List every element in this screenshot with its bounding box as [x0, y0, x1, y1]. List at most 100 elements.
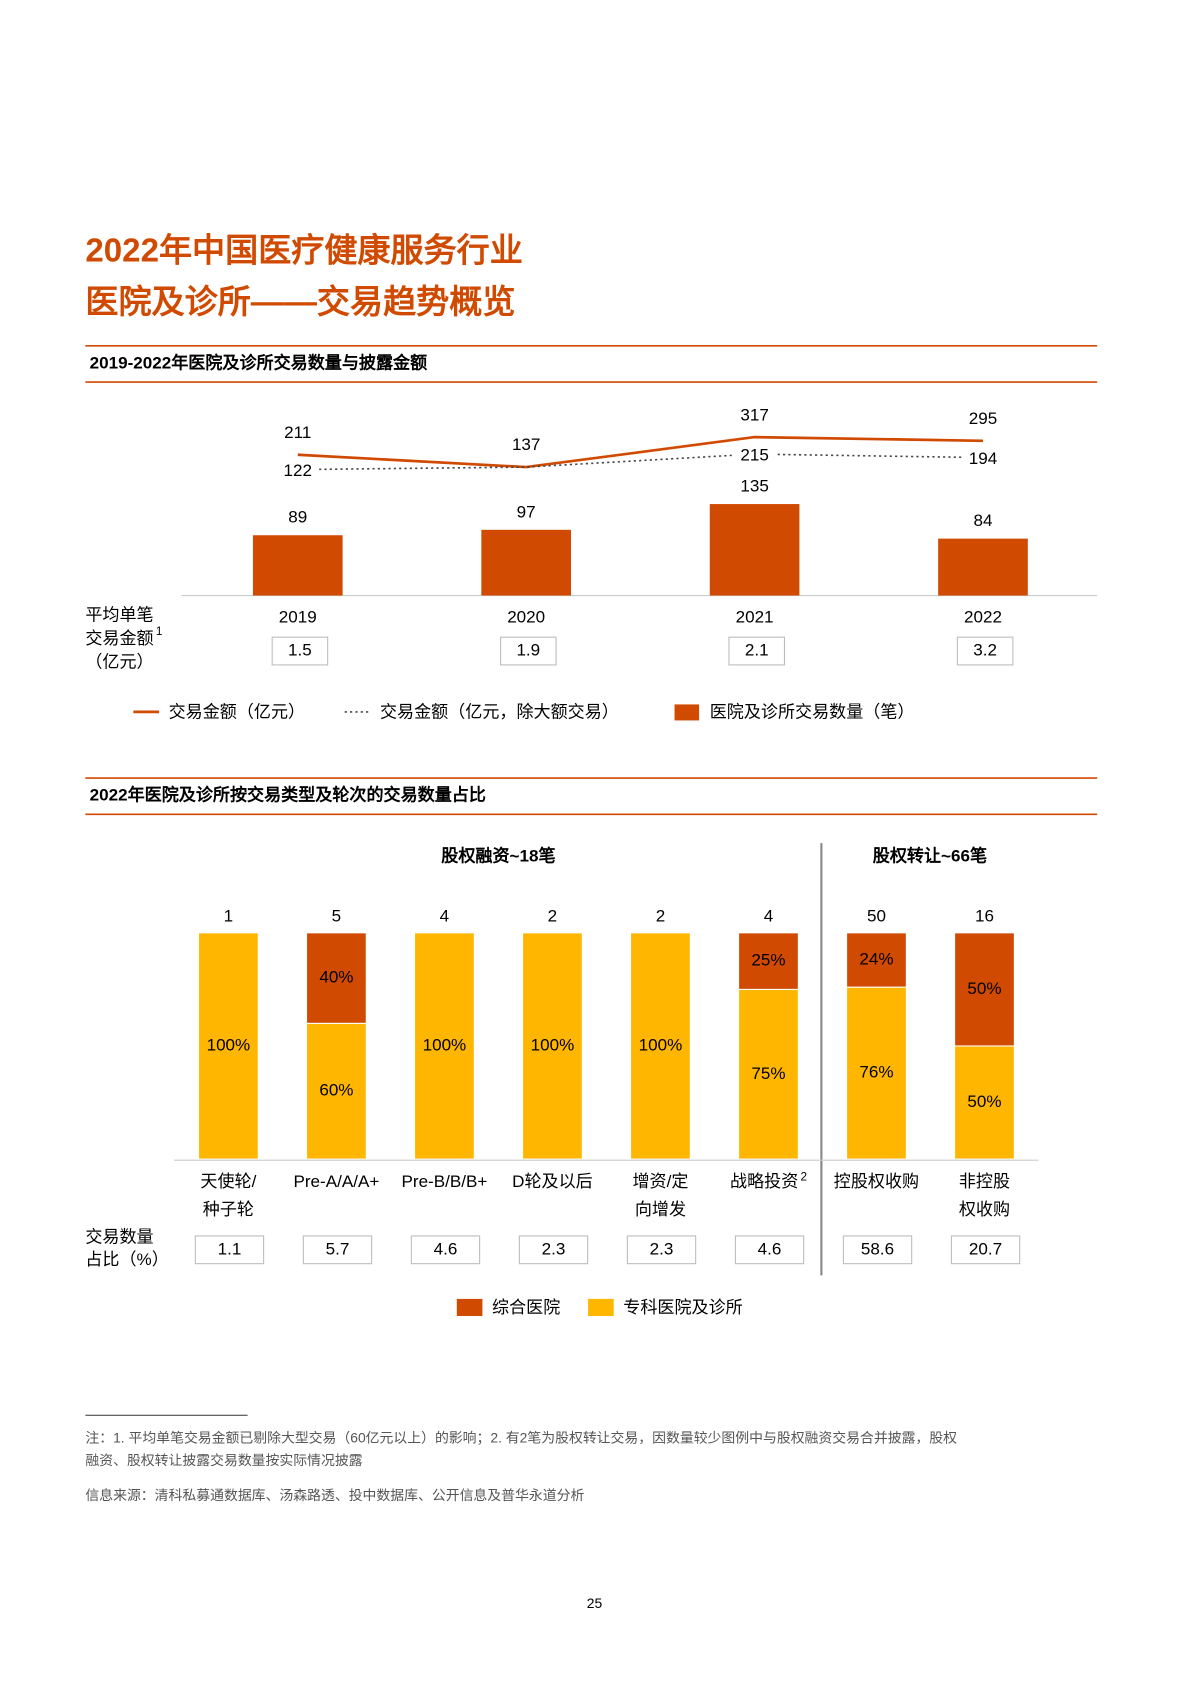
line-label: 137 [512, 435, 540, 454]
segment-label: 100% [207, 1035, 251, 1054]
value-box [950, 1235, 1021, 1265]
value-box [410, 1235, 481, 1265]
legend-swatch [588, 1298, 614, 1316]
legend-label: 交易金额（亿元，除大额交易） [380, 702, 619, 721]
bar-segment [197, 932, 259, 1160]
bar [709, 504, 800, 596]
row-value: 1.1 [218, 1239, 242, 1258]
x-tick-label: 种子轮 [203, 1200, 254, 1219]
chart-title: 2022年医院及诊所按交易类型及轮次的交易数量占比 [90, 785, 486, 805]
row-label: 占比（%） [85, 1250, 168, 1269]
row-label: 平均单笔 [85, 605, 153, 624]
value-box [842, 1235, 913, 1265]
row-value: 1.5 [288, 641, 312, 660]
row-value: 20.7 [969, 1239, 1002, 1258]
bar-label: 97 [517, 502, 536, 521]
x-tick-label: 权收购 [959, 1200, 1010, 1219]
value-box [302, 1235, 373, 1265]
x-tick-label: 战略投资 [730, 1172, 798, 1191]
x-tick-label: Pre-A/A/A+ [293, 1172, 379, 1191]
row-value: 4.6 [758, 1239, 782, 1258]
chart-title: 2019-2022年医院及诊所交易数量与披露金额 [90, 352, 428, 372]
x-tick-label: 2022 [964, 607, 1002, 626]
footnote: 融资、股权转让披露交易数量按实际情况披露 [85, 1452, 362, 1468]
legend-label: 专科医院及诊所 [623, 1298, 742, 1317]
line-series [297, 435, 984, 469]
value-box [734, 1235, 805, 1265]
bar [481, 529, 572, 596]
row-value: 4.6 [434, 1239, 458, 1258]
segment-label: 60% [319, 1081, 353, 1100]
bar-label: 135 [740, 476, 768, 495]
x-tick-label: 2019 [279, 607, 317, 626]
title-line: 2022年中国医疗健康服务行业 [85, 232, 522, 270]
segment-label: 75% [751, 1064, 785, 1083]
bar-segment [522, 932, 583, 1160]
segment-label: 24% [859, 949, 893, 968]
legend-swatch [456, 1298, 483, 1316]
legend-swatch [674, 704, 700, 721]
bar [938, 538, 1028, 596]
group-label: 股权转让~66笔 [873, 846, 987, 866]
value-box [956, 636, 1014, 666]
bar-segment [846, 986, 907, 1160]
value-box [728, 636, 785, 666]
total-label: 2 [548, 906, 558, 925]
bar-segment [305, 932, 367, 1024]
page-number: 25 [587, 1595, 603, 1611]
bar [252, 535, 343, 596]
line-label: 194 [969, 449, 997, 468]
line-series [297, 453, 983, 471]
bar-segment [305, 1022, 367, 1160]
segment-label: 100% [531, 1035, 575, 1054]
footnote: 注：1. 平均单笔交易金额已剔除大型交易（60亿元以上）的影响；2. 有2笔为股… [85, 1429, 957, 1446]
bar-label: 84 [973, 511, 992, 530]
x-tick-label: Pre-B/B/B+ [402, 1172, 488, 1191]
legend-label: 交易金额（亿元） [169, 702, 306, 721]
total-label: 16 [975, 906, 994, 925]
row-label: （亿元） [85, 652, 153, 671]
value-box [194, 1235, 265, 1265]
line-label: 211 [284, 423, 311, 442]
row-value: 2.1 [745, 641, 769, 660]
source: 信息来源：清科私募通数据库、汤森路透、投中数据库、公开信息及普华永道分析 [85, 1487, 584, 1503]
total-label: 1 [224, 906, 234, 925]
line-label: 122 [284, 461, 312, 480]
total-label: 4 [764, 906, 774, 925]
value-box [271, 636, 329, 666]
total-label: 5 [332, 906, 342, 925]
x-tick-label: 向增发 [635, 1200, 686, 1219]
row-label-sup: 1 [156, 625, 163, 638]
bar-segment [846, 932, 907, 988]
bar-segment [414, 932, 475, 1160]
segment-label: 40% [319, 968, 353, 987]
bar-label: 89 [288, 508, 307, 527]
total-label: 50 [867, 906, 886, 925]
x-tick-label: 天使轮/ [200, 1171, 256, 1191]
x-tick-label: 2020 [507, 607, 545, 626]
x-tick-label: 非控股 [959, 1172, 1010, 1191]
x-tick-sup: 2 [800, 1170, 807, 1183]
segment-label: 100% [639, 1035, 683, 1054]
x-tick-label: D轮及以后 [512, 1172, 593, 1191]
label-bg [961, 446, 1005, 469]
value-box [500, 636, 557, 666]
segment-label: 50% [967, 979, 1001, 998]
group-label: 股权融资~18笔 [441, 846, 555, 866]
line-label: 295 [969, 409, 997, 428]
row-value: 5.7 [326, 1239, 350, 1258]
label-bg [276, 458, 320, 481]
segment-label: 100% [423, 1035, 467, 1054]
label-bg [733, 443, 776, 465]
row-value: 3.2 [973, 641, 997, 660]
total-label: 4 [440, 906, 450, 925]
row-value: 58.6 [861, 1239, 894, 1258]
row-value: 1.9 [516, 641, 540, 660]
row-value: 2.3 [650, 1239, 674, 1258]
bar-segment [954, 932, 1015, 1047]
bar-segment [954, 1045, 1015, 1160]
x-tick-label: 增资/定 [632, 1172, 688, 1191]
value-box [626, 1235, 697, 1265]
x-tick-label: 控股权收购 [834, 1172, 919, 1191]
